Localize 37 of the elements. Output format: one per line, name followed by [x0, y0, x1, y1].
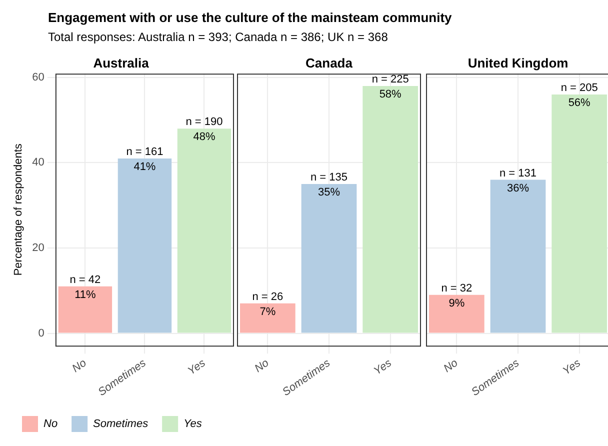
annotation: n = 161: [126, 146, 164, 158]
y-tick-label: 0: [38, 327, 44, 340]
annotation: n = 190: [186, 116, 223, 128]
x-tick-label: Yes: [186, 356, 208, 378]
chart-title: United Kingdom: [468, 55, 568, 70]
text: Engagement with or use the culture of the mainsteam community: [48, 10, 452, 25]
annotation: n = 32: [441, 282, 472, 294]
data-label: 58%: [379, 88, 402, 100]
y-tick-label: 60: [32, 71, 44, 84]
legend-label: Sometimes: [93, 418, 149, 430]
annotation: n = 131: [499, 167, 537, 180]
annotation: n = 26: [252, 290, 284, 303]
data-label: 35%: [318, 186, 340, 199]
x-tick-label: No: [442, 357, 460, 376]
data-label: 56%: [568, 97, 591, 110]
legend-label: No: [44, 418, 58, 430]
annotation: n = 205: [560, 82, 598, 94]
data-label: 11%: [74, 288, 96, 301]
data-label: 48%: [193, 131, 216, 144]
chart-title: Canada: [306, 55, 354, 70]
data-label: 36%: [506, 182, 530, 194]
y-tick-label: 40: [32, 156, 44, 169]
chart-title: Australia: [93, 55, 150, 70]
legend-label: Yes: [184, 418, 202, 430]
x-tick-label: No: [252, 357, 272, 376]
data-label: 7%: [260, 306, 276, 318]
annotation: n = 42: [70, 274, 101, 286]
annotation: n = 225: [372, 73, 409, 86]
y-axis-title: Percentage of respondents: [12, 143, 25, 276]
y-tick-label: 20: [32, 242, 44, 254]
x-tick-label: No: [70, 357, 89, 376]
x-tick-label: Yes: [372, 356, 394, 378]
data-label: 41%: [134, 160, 156, 173]
data-label: 9%: [448, 297, 465, 310]
text: Total responses: Australia n = 393; Canada n = 386; UK n = 368: [48, 30, 388, 44]
x-tick-label: Yes: [560, 356, 584, 378]
annotation: n = 135: [310, 172, 348, 184]
